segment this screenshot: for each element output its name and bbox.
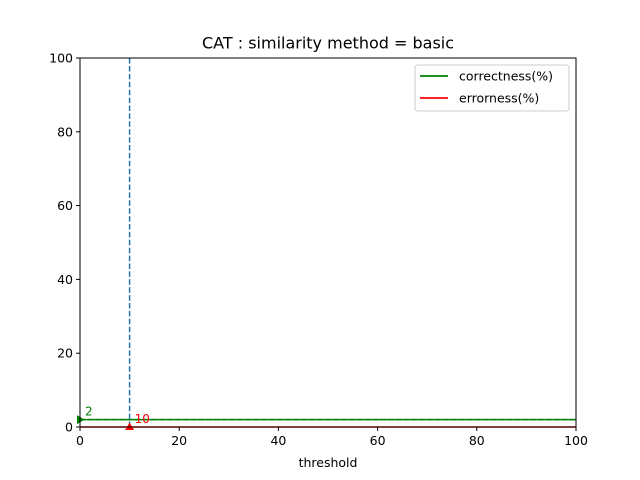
x-tick-label: 100 [564, 433, 588, 448]
y-tick-label: 100 [49, 51, 73, 66]
axes-frame [79, 57, 577, 428]
y-tick-label: 20 [57, 346, 73, 361]
x-tick-label: 40 [270, 433, 286, 448]
legend-label-1: correctness(%) [459, 69, 553, 84]
annotation-marker-1 [77, 415, 85, 425]
legend-box [414, 64, 570, 112]
plot-area: 2 10 [77, 57, 577, 430]
annotation-marker-2 [125, 422, 135, 430]
annotation-label-2: 10 [135, 412, 150, 426]
x-tick-label: 0 [76, 433, 84, 448]
y-tick-label: 80 [57, 124, 73, 139]
x-tick-label: 20 [171, 433, 187, 448]
x-axis-ticks: 0 20 40 60 80 100 [76, 427, 588, 448]
legend: correctness(%) errorness(%) [414, 64, 570, 112]
y-tick-label: 0 [65, 420, 73, 435]
x-tick-label: 80 [469, 433, 485, 448]
y-tick-label: 60 [57, 198, 73, 213]
x-tick-label: 60 [370, 433, 386, 448]
legend-label-2: errorness(%) [459, 91, 539, 106]
annotation-label-1: 2 [85, 405, 93, 419]
x-axis-label: threshold [299, 455, 358, 470]
y-tick-label: 40 [57, 272, 73, 287]
chart-title: CAT : similarity method = basic [202, 34, 454, 53]
y-axis-ticks: 0 20 40 60 80 100 [49, 51, 80, 435]
